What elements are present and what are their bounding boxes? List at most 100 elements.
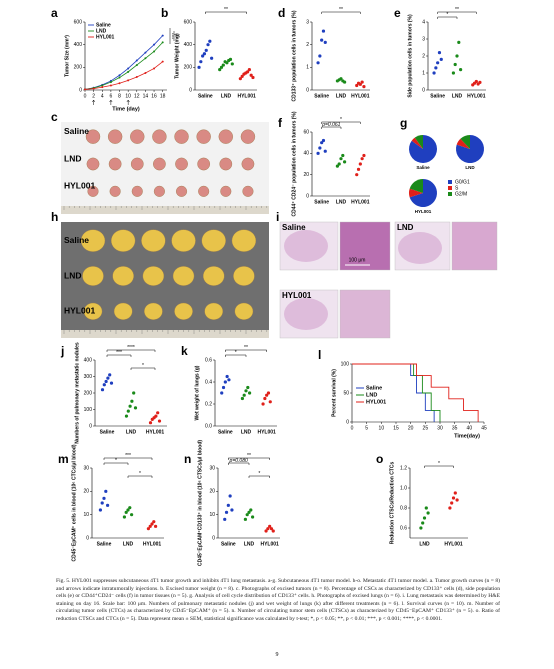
y-tick-label: 200 xyxy=(184,65,193,71)
data-point xyxy=(318,146,322,150)
specimen xyxy=(153,157,166,171)
legend-label: S xyxy=(455,185,459,191)
significance-bracket xyxy=(437,11,477,14)
specimen xyxy=(176,185,188,197)
data-point xyxy=(223,517,227,521)
pie-slice xyxy=(409,179,423,193)
series-marker xyxy=(101,86,104,89)
y-axis-label: Reduction CTSCs/Reduction CTCs xyxy=(389,462,395,545)
y-tick-label: 100 xyxy=(341,361,350,367)
data-point xyxy=(197,65,201,69)
pie-slice xyxy=(409,188,423,198)
data-point xyxy=(130,399,134,403)
y-axis-label: CD133⁺ population cells in tumors (%) xyxy=(291,10,297,101)
pie-slice xyxy=(409,135,438,163)
group-label: HYL001 xyxy=(282,291,312,300)
significance-bracket xyxy=(103,462,129,465)
series-line xyxy=(84,35,163,90)
data-point xyxy=(450,501,454,505)
data-point xyxy=(219,65,224,69)
data-point xyxy=(421,521,425,525)
legend-label: G0/G1 xyxy=(455,179,470,185)
y-axis-label: Numbers of pulmonary metastatic nodules xyxy=(74,342,80,444)
y-tick-label: 0 xyxy=(346,419,349,425)
data-point xyxy=(154,414,158,418)
pie-label: LND xyxy=(465,165,475,170)
series-marker xyxy=(101,84,104,87)
x-tick-label: 30 xyxy=(437,425,443,431)
data-point xyxy=(126,409,130,413)
row-label: Saline xyxy=(64,126,89,136)
significance-bracket xyxy=(248,475,270,478)
y-tick-label: 0 xyxy=(79,87,82,93)
data-point xyxy=(320,141,324,145)
specimen xyxy=(240,129,256,144)
data-point xyxy=(434,66,438,70)
specimen xyxy=(219,157,233,171)
data-point xyxy=(265,393,269,397)
x-tick-label: HYL001 xyxy=(351,93,370,99)
data-point xyxy=(437,51,442,55)
specimen xyxy=(174,129,189,144)
legend-label: Saline xyxy=(96,22,111,28)
data-point xyxy=(422,516,427,520)
significance-bracket xyxy=(225,349,267,352)
data-point xyxy=(225,374,229,379)
series-marker xyxy=(109,84,112,87)
y-axis-label: Tumor Size (mm³) xyxy=(64,35,70,77)
x-tick-label: 6 xyxy=(110,93,113,99)
data-point xyxy=(335,164,339,168)
group-label: Saline xyxy=(282,223,306,232)
significance-label: **** xyxy=(127,345,135,351)
significance-label: * xyxy=(142,363,144,369)
data-point xyxy=(230,508,234,512)
data-point xyxy=(204,48,208,52)
series-marker xyxy=(161,34,164,37)
data-point xyxy=(130,513,134,517)
data-point xyxy=(132,391,136,395)
significance-bracket xyxy=(106,354,132,357)
data-point xyxy=(240,74,244,78)
y-tick-label: 30 xyxy=(209,465,215,471)
data-point xyxy=(263,396,267,401)
y-axis-label: Side population cells in tumors (%) xyxy=(407,14,413,98)
row-label: HYL001 xyxy=(64,181,95,191)
y-tick-label: 0.8 xyxy=(400,505,407,511)
data-point xyxy=(271,529,275,533)
data-point xyxy=(230,62,234,66)
y-tick-label: 3 xyxy=(306,19,309,25)
series-marker xyxy=(109,81,112,84)
y-tick-label: 1 xyxy=(306,65,309,71)
significance-label: *** xyxy=(125,453,131,459)
specimen xyxy=(130,157,144,171)
x-tick-label: LND xyxy=(123,541,134,547)
specimen xyxy=(112,266,134,286)
data-point xyxy=(124,510,128,514)
data-point xyxy=(360,157,364,161)
data-point xyxy=(362,153,366,158)
data-point xyxy=(320,38,324,42)
data-point xyxy=(358,162,362,166)
specimen xyxy=(153,185,165,197)
data-point xyxy=(323,149,327,153)
row-label: HYL001 xyxy=(64,306,95,316)
x-tick-label: Saline xyxy=(221,541,236,547)
data-point xyxy=(243,517,247,521)
data-point xyxy=(457,40,461,45)
y-tick-label: 0.6 xyxy=(400,525,407,531)
y-tick-label: 0.6 xyxy=(205,357,212,363)
x-tick-label: HYL001 xyxy=(143,541,162,547)
specimen xyxy=(241,157,255,171)
series-line xyxy=(84,42,163,90)
data-point xyxy=(355,83,359,88)
significance-label: ** xyxy=(244,345,248,351)
data-point xyxy=(266,391,271,395)
significance-bracket xyxy=(321,126,342,129)
y-tick-label: 0.4 xyxy=(205,379,212,385)
data-point xyxy=(148,524,152,528)
series-marker xyxy=(135,59,138,62)
y-tick-label: 300 xyxy=(84,374,93,380)
significance-bracket xyxy=(321,121,361,124)
y-tick-label: 1.2 xyxy=(400,465,407,471)
